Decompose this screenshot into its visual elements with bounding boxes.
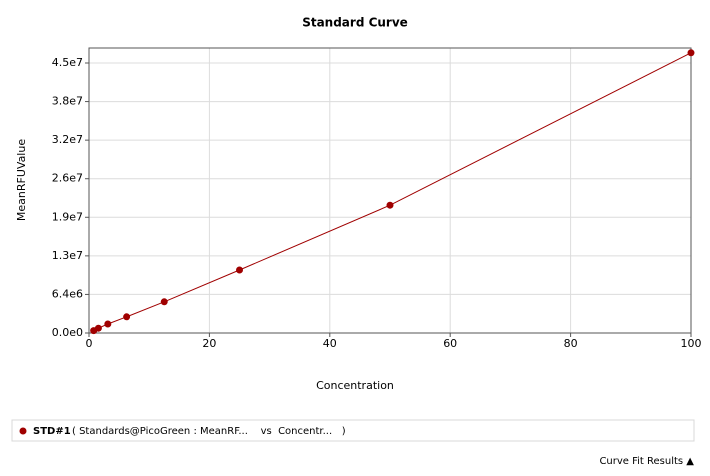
y-tick-label: 3.8e7: [52, 95, 83, 108]
x-tick-label: 0: [86, 337, 93, 350]
y-tick-label: 3.2e7: [52, 133, 83, 146]
legend-marker: [19, 427, 27, 435]
y-tick-label: 1.3e7: [52, 249, 83, 262]
data-point: [687, 49, 695, 57]
x-tick-label: 60: [443, 337, 457, 350]
fit-line: [93, 52, 692, 332]
data-point: [94, 324, 102, 332]
y-tick-label: 1.9e7: [52, 210, 83, 223]
curve-fit-results-button[interactable]: Curve Fit Results ▲: [599, 456, 694, 467]
y-tick-label: 4.5e7: [52, 56, 83, 69]
data-point: [160, 298, 168, 306]
x-tick-label: 20: [202, 337, 216, 350]
y-tick-label: 6.4e6: [52, 287, 83, 300]
data-point: [123, 313, 131, 321]
chart-title: Standard Curve: [302, 16, 408, 30]
data-point: [104, 320, 112, 328]
y-axis-label: MeanRFUValue: [15, 139, 28, 221]
x-tick-label: 80: [564, 337, 578, 350]
y-tick-label: 2.6e7: [52, 172, 83, 185]
data-point: [236, 266, 243, 274]
legend-description: ( Standards@PicoGreen : MeanRF... vs Con…: [72, 426, 346, 437]
data-point: [386, 201, 394, 209]
plot-frame: [88, 47, 692, 334]
x-tick-label: 40: [323, 337, 337, 350]
legend-entry: STD#1: [33, 426, 71, 437]
y-tick-label: 0.0e0: [52, 326, 83, 339]
x-tick-label: 100: [681, 337, 702, 350]
legend-box: [11, 419, 695, 442]
x-axis-label: Concentration: [316, 379, 394, 392]
